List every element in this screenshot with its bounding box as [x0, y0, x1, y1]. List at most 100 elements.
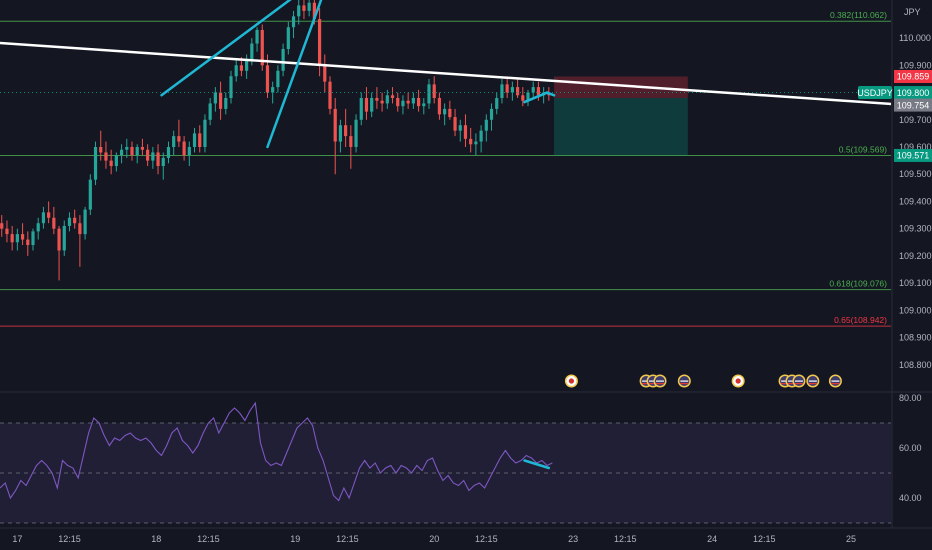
candle-body — [234, 65, 238, 77]
take-profit-zone — [554, 98, 688, 156]
time-tick-label: 20 — [429, 534, 439, 544]
fib-label: 0.65(108.942) — [834, 315, 887, 325]
candle-body — [73, 217, 77, 224]
candle-body — [151, 152, 155, 161]
candle-body — [198, 133, 202, 147]
time-tick-label: 18 — [151, 534, 161, 544]
price-tick-label: 109.100 — [899, 278, 932, 288]
candle-body — [364, 98, 369, 112]
price-badge-label: 109.754 — [897, 100, 930, 110]
candle-body — [323, 65, 327, 82]
candlestick-series — [0, 0, 551, 281]
event-marker-dot — [735, 378, 741, 384]
time-tick-label: 12:15 — [753, 534, 776, 544]
candle-body — [515, 87, 520, 96]
candle-body — [312, 2, 316, 20]
price-badge — [894, 86, 932, 100]
candle-body — [36, 223, 40, 232]
candle-body — [224, 98, 228, 109]
candle-body — [484, 119, 488, 131]
event-marker-dot — [568, 378, 575, 384]
event-marker-stripe — [831, 380, 840, 382]
candle-body — [245, 59, 249, 71]
time-tick-label: 19 — [290, 534, 300, 544]
trendline — [0, 41, 892, 106]
candle-body — [479, 130, 483, 142]
candle-body — [265, 65, 270, 93]
price-tick-label: 110.000 — [899, 33, 931, 43]
candle-body — [291, 16, 296, 28]
candle-body — [401, 100, 405, 107]
time-tick-label: 17 — [12, 534, 22, 544]
candle-body — [463, 125, 468, 139]
price-badge — [894, 69, 932, 83]
price-tick-label: 109.900 — [899, 60, 932, 70]
candle-body — [10, 234, 14, 243]
candle-body — [458, 125, 462, 131]
price-tick-label: 108.900 — [899, 333, 932, 343]
rsi-cyan-line — [523, 459, 551, 470]
candle-body — [390, 95, 395, 98]
candle-body — [146, 149, 150, 161]
drawings — [0, 0, 892, 149]
candle-body — [213, 92, 217, 104]
price-badge-label: 109.800 — [897, 88, 930, 98]
event-marker-stripe — [794, 383, 803, 385]
candle-body — [500, 84, 504, 98]
event-marker-stripe — [649, 380, 658, 382]
candle-body — [510, 87, 514, 93]
candle-body — [125, 147, 129, 150]
candle-body — [99, 147, 103, 153]
candle-body — [182, 141, 186, 156]
time-tick-label: 12:15 — [614, 534, 637, 544]
candle-body — [130, 147, 134, 156]
candle-body — [375, 98, 379, 101]
candle-body — [20, 234, 25, 240]
event-marker-stripe — [656, 380, 664, 382]
candle-body — [114, 155, 118, 167]
candle-body — [140, 147, 145, 150]
rsi-tick-label: 40.00 — [899, 493, 922, 503]
event-marker-stripe — [781, 383, 790, 385]
price-tick-label: 109.000 — [899, 305, 932, 315]
candle-body — [448, 108, 452, 118]
candle-body — [489, 108, 494, 120]
time-tick-label: 12:15 — [475, 534, 498, 544]
candle-body — [396, 98, 400, 107]
candle-body — [422, 103, 426, 107]
candle-body — [88, 179, 92, 210]
candle-body — [187, 147, 191, 156]
price-tick-label: 108.800 — [899, 360, 932, 370]
event-marker-stripe — [642, 380, 651, 382]
position-tool[interactable] — [554, 76, 688, 156]
candle-body — [78, 223, 82, 235]
event-marker-stripe — [794, 380, 803, 382]
candle-body — [302, 5, 306, 11]
cyan-trendline — [266, 0, 323, 149]
candle-body — [83, 209, 87, 235]
candle-body — [416, 98, 421, 107]
rsi-line — [0, 401, 553, 502]
currency-label: JPY — [904, 7, 921, 17]
event-marker-stripe — [642, 383, 651, 385]
event-marker-stripe — [680, 380, 689, 382]
time-tick-label: 12:15 — [58, 534, 81, 544]
event-marker-stripe — [831, 383, 840, 385]
time-tick-label: 24 — [707, 534, 717, 544]
candle-body — [177, 136, 181, 142]
rsi-tick-label: 60.00 — [899, 443, 922, 453]
candle-body — [172, 136, 176, 147]
price-tick-label: 109.300 — [899, 224, 932, 234]
candle-body — [47, 212, 51, 218]
candle-body — [109, 160, 113, 167]
candle-body — [208, 103, 212, 120]
event-marker-stripe — [788, 383, 796, 385]
candle-body — [57, 228, 61, 251]
candle-body — [495, 98, 499, 109]
candle-body — [469, 138, 473, 145]
candle-body — [286, 27, 290, 49]
rsi-tick-label: 80.00 — [899, 393, 922, 403]
candle-body — [260, 29, 264, 66]
